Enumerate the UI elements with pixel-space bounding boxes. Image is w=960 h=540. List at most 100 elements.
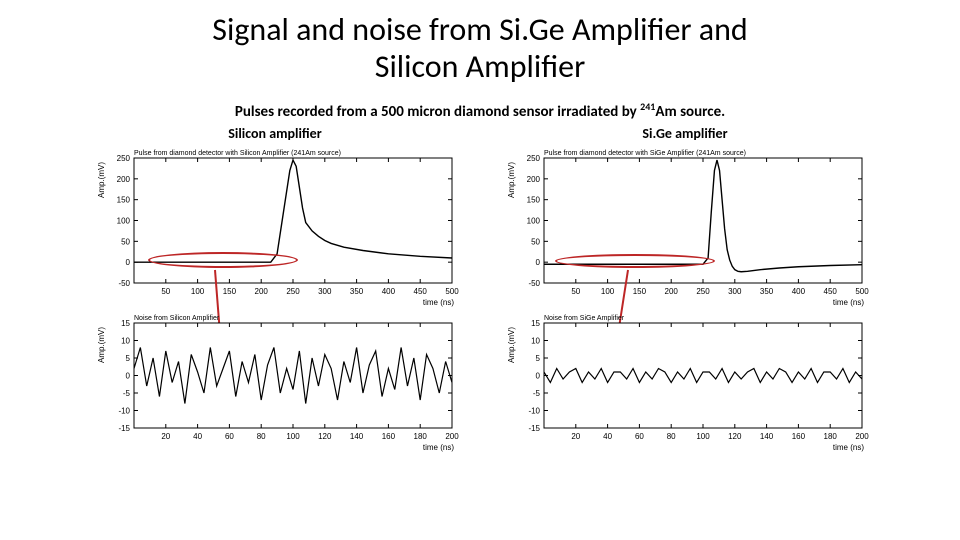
svg-text:60: 60 [635, 432, 644, 441]
svg-text:-50: -50 [528, 279, 540, 288]
left-pulse-svg: Pulse from diamond detector with Silicon… [90, 144, 460, 309]
svg-text:140: 140 [760, 432, 774, 441]
svg-text:400: 400 [382, 287, 396, 296]
svg-text:250: 250 [696, 287, 710, 296]
svg-text:50: 50 [571, 287, 580, 296]
svg-text:100: 100 [191, 287, 205, 296]
svg-text:Amp.(mV): Amp.(mV) [97, 326, 106, 362]
svg-text:10: 10 [121, 336, 130, 345]
svg-text:150: 150 [117, 195, 131, 204]
svg-text:250: 250 [286, 287, 300, 296]
svg-text:180: 180 [414, 432, 428, 441]
svg-text:50: 50 [161, 287, 170, 296]
svg-text:100: 100 [696, 432, 710, 441]
svg-text:200: 200 [855, 432, 869, 441]
svg-text:100: 100 [117, 216, 131, 225]
svg-text:500: 500 [855, 287, 869, 296]
svg-text:20: 20 [161, 432, 170, 441]
subtitle-sup: 241 [640, 100, 655, 113]
svg-text:200: 200 [255, 287, 269, 296]
svg-text:400: 400 [792, 287, 806, 296]
svg-text:10: 10 [531, 336, 540, 345]
svg-text:150: 150 [527, 195, 541, 204]
svg-text:200: 200 [117, 174, 131, 183]
left-pulse-chart: Pulse from diamond detector with Silicon… [90, 144, 460, 309]
left-column-label: Silicon amplifier [90, 125, 460, 142]
title-line-1: Signal and noise from Si.Ge Amplifier an… [212, 10, 747, 49]
svg-text:100: 100 [286, 432, 300, 441]
svg-text:time (ns): time (ns) [423, 443, 454, 452]
svg-text:5: 5 [126, 354, 131, 363]
svg-text:500: 500 [445, 287, 459, 296]
svg-text:time (ns): time (ns) [833, 298, 864, 307]
svg-text:Pulse from diamond detector wi: Pulse from diamond detector with SiGe Am… [544, 150, 746, 157]
svg-text:15: 15 [531, 319, 540, 328]
right-noise-chart: Noise from SiGe Amplifier204060801001201… [500, 309, 870, 454]
right-column-label: Si.Ge amplifier [500, 125, 870, 142]
svg-text:80: 80 [257, 432, 266, 441]
slide-title: Signal and noise from Si.Ge Amplifier an… [40, 12, 920, 86]
left-column: Silicon amplifier Pulse from diamond det… [90, 125, 460, 454]
slide-root: Signal and noise from Si.Ge Amplifier an… [0, 0, 960, 540]
svg-text:120: 120 [318, 432, 332, 441]
svg-text:150: 150 [633, 287, 647, 296]
svg-text:450: 450 [414, 287, 428, 296]
svg-text:250: 250 [117, 154, 131, 163]
right-pulse-chart: Pulse from diamond detector with SiGe Am… [500, 144, 870, 309]
svg-text:15: 15 [121, 319, 130, 328]
svg-text:350: 350 [760, 287, 774, 296]
svg-text:80: 80 [667, 432, 676, 441]
svg-text:0: 0 [536, 258, 541, 267]
svg-text:-10: -10 [118, 406, 130, 415]
svg-text:350: 350 [350, 287, 364, 296]
left-noise-svg: Noise from Silicon Amplifier204060801001… [90, 309, 460, 454]
svg-text:Noise from SiGe Amplifier: Noise from SiGe Amplifier [544, 315, 625, 322]
svg-text:250: 250 [527, 154, 541, 163]
svg-text:60: 60 [225, 432, 234, 441]
svg-text:300: 300 [318, 287, 332, 296]
svg-text:Amp.(mV): Amp.(mV) [507, 326, 516, 362]
svg-text:0: 0 [536, 371, 541, 380]
svg-text:160: 160 [792, 432, 806, 441]
svg-text:time (ns): time (ns) [423, 298, 454, 307]
svg-text:Noise from Silicon Amplifier: Noise from Silicon Amplifier [134, 315, 220, 322]
svg-text:Amp.(mV): Amp.(mV) [97, 161, 106, 197]
svg-text:160: 160 [382, 432, 396, 441]
svg-text:0: 0 [126, 258, 131, 267]
subtitle-post: Am source. [655, 103, 725, 121]
svg-text:300: 300 [728, 287, 742, 296]
svg-text:100: 100 [601, 287, 615, 296]
svg-text:-50: -50 [118, 279, 130, 288]
svg-text:-5: -5 [533, 389, 541, 398]
title-line-2: Silicon Amplifier [375, 47, 586, 86]
svg-text:Amp.(mV): Amp.(mV) [507, 161, 516, 197]
svg-text:-15: -15 [528, 424, 540, 433]
svg-text:-10: -10 [528, 406, 540, 415]
left-noise-chart: Noise from Silicon Amplifier204060801001… [90, 309, 460, 454]
svg-text:Pulse from diamond detector wi: Pulse from diamond detector with Silicon… [134, 150, 341, 157]
svg-text:100: 100 [527, 216, 541, 225]
svg-text:140: 140 [350, 432, 364, 441]
svg-text:180: 180 [824, 432, 838, 441]
svg-text:200: 200 [527, 174, 541, 183]
columns: Silicon amplifier Pulse from diamond det… [40, 125, 920, 454]
svg-text:40: 40 [603, 432, 612, 441]
svg-text:40: 40 [193, 432, 202, 441]
svg-text:0: 0 [126, 371, 131, 380]
svg-text:-5: -5 [123, 389, 131, 398]
svg-text:200: 200 [445, 432, 459, 441]
svg-text:time (ns): time (ns) [833, 443, 864, 452]
svg-text:-15: -15 [118, 424, 130, 433]
svg-text:50: 50 [531, 237, 540, 246]
svg-text:20: 20 [571, 432, 580, 441]
svg-text:150: 150 [223, 287, 237, 296]
right-noise-svg: Noise from SiGe Amplifier204060801001201… [500, 309, 870, 454]
subtitle: Pulses recorded from a 500 micron diamon… [40, 100, 920, 121]
right-pulse-svg: Pulse from diamond detector with SiGe Am… [500, 144, 870, 309]
svg-text:5: 5 [536, 354, 541, 363]
right-column: Si.Ge amplifier Pulse from diamond detec… [500, 125, 870, 454]
svg-text:200: 200 [665, 287, 679, 296]
subtitle-pre: Pulses recorded from a 500 micron diamon… [235, 103, 640, 121]
svg-text:50: 50 [121, 237, 130, 246]
svg-text:120: 120 [728, 432, 742, 441]
